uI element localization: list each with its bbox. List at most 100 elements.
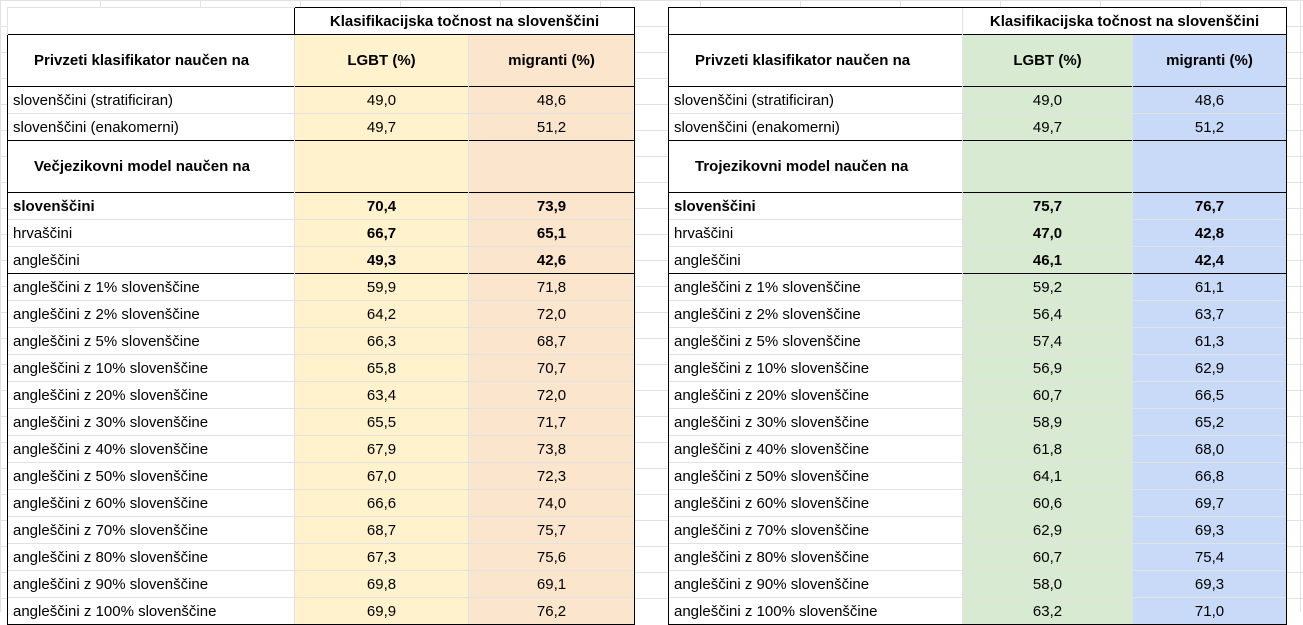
- row-label[interactable]: slovenščini: [7, 192, 295, 220]
- row-label[interactable]: angleščini z 2% slovenščine: [7, 300, 295, 328]
- cell-migranti[interactable]: 66,5: [1132, 381, 1287, 409]
- row-label[interactable]: angleščini z 1% slovenščine: [7, 273, 295, 301]
- cell-lgbt[interactable]: 67,0: [294, 462, 469, 490]
- header-lgbt[interactable]: LGBT (%): [294, 34, 469, 87]
- cell-migranti[interactable]: 76,7: [1132, 192, 1287, 220]
- table-title[interactable]: Klasifikacijska točnost na slovenščini: [294, 7, 635, 35]
- row-label[interactable]: angleščini z 20% slovenščine: [668, 381, 963, 409]
- cell-migranti[interactable]: 42,4: [1132, 246, 1287, 274]
- cell-lgbt[interactable]: 64,2: [294, 300, 469, 328]
- cell-lgbt[interactable]: 63,4: [294, 381, 469, 409]
- cell-lgbt[interactable]: 66,7: [294, 219, 469, 247]
- cell-lgbt[interactable]: 68,7: [294, 516, 469, 544]
- cell-migranti[interactable]: 51,2: [468, 113, 635, 141]
- row-label[interactable]: slovenščini (enakomerni): [7, 113, 295, 141]
- cell-lgbt[interactable]: 69,8: [294, 570, 469, 598]
- cell-migranti[interactable]: 48,6: [468, 86, 635, 114]
- cell-lgbt[interactable]: 60,7: [962, 381, 1133, 409]
- cell-lgbt[interactable]: 66,6: [294, 489, 469, 517]
- cell-lgbt[interactable]: 56,9: [962, 354, 1133, 382]
- cell-migranti[interactable]: 71,0: [1132, 597, 1287, 625]
- cell-lgbt[interactable]: 70,4: [294, 192, 469, 220]
- corner-cell[interactable]: [668, 7, 963, 35]
- row-label[interactable]: angleščini z 5% slovenščine: [668, 327, 963, 355]
- cell-lgbt[interactable]: 66,3: [294, 327, 469, 355]
- cell-lgbt[interactable]: 49,0: [962, 86, 1133, 114]
- header-model-label[interactable]: Trojezikovni model naučen na: [668, 140, 963, 193]
- cell-lgbt[interactable]: 61,8: [962, 435, 1133, 463]
- cell-migranti[interactable]: 73,8: [468, 435, 635, 463]
- cell-migranti[interactable]: 51,2: [1132, 113, 1287, 141]
- row-label[interactable]: angleščini z 50% slovenščine: [668, 462, 963, 490]
- cell-lgbt[interactable]: 60,6: [962, 489, 1133, 517]
- corner-cell[interactable]: [7, 7, 295, 35]
- cell-migranti[interactable]: 72,0: [468, 381, 635, 409]
- cell-migranti[interactable]: 74,0: [468, 489, 635, 517]
- row-label[interactable]: angleščini z 90% slovenščine: [7, 570, 295, 598]
- table-title[interactable]: Klasifikacijska točnost na slovenščini: [962, 7, 1287, 35]
- section-cell-lgbt[interactable]: [294, 140, 469, 193]
- section-cell-migranti[interactable]: [468, 140, 635, 193]
- cell-migranti[interactable]: 42,8: [1132, 219, 1287, 247]
- cell-migranti[interactable]: 69,3: [1132, 516, 1287, 544]
- cell-lgbt[interactable]: 49,0: [294, 86, 469, 114]
- row-label[interactable]: angleščini z 10% slovenščine: [7, 354, 295, 382]
- cell-migranti[interactable]: 69,7: [1132, 489, 1287, 517]
- row-label[interactable]: angleščini z 70% slovenščine: [668, 516, 963, 544]
- header-model-label[interactable]: Večjezikovni model naučen na: [7, 140, 295, 193]
- cell-migranti[interactable]: 75,6: [468, 543, 635, 571]
- row-label[interactable]: angleščini z 60% slovenščine: [7, 489, 295, 517]
- cell-lgbt[interactable]: 60,7: [962, 543, 1133, 571]
- cell-migranti[interactable]: 71,7: [468, 408, 635, 436]
- section-cell-migranti[interactable]: [1132, 140, 1287, 193]
- cell-migranti[interactable]: 72,0: [468, 300, 635, 328]
- cell-lgbt[interactable]: 59,9: [294, 273, 469, 301]
- cell-lgbt[interactable]: 65,8: [294, 354, 469, 382]
- cell-lgbt[interactable]: 59,2: [962, 273, 1133, 301]
- row-label[interactable]: angleščini z 5% slovenščine: [7, 327, 295, 355]
- cell-lgbt[interactable]: 47,0: [962, 219, 1133, 247]
- row-label[interactable]: slovenščini: [668, 192, 963, 220]
- cell-lgbt[interactable]: 49,3: [294, 246, 469, 274]
- row-label[interactable]: slovenščini (stratificiran): [7, 86, 295, 114]
- cell-lgbt[interactable]: 67,3: [294, 543, 469, 571]
- header-migranti[interactable]: migranti (%): [468, 34, 635, 87]
- row-label[interactable]: angleščini z 20% slovenščine: [7, 381, 295, 409]
- cell-lgbt[interactable]: 49,7: [962, 113, 1133, 141]
- cell-migranti[interactable]: 73,9: [468, 192, 635, 220]
- row-label[interactable]: angleščini z 70% slovenščine: [7, 516, 295, 544]
- row-label[interactable]: hrvaščini: [7, 219, 295, 247]
- row-label[interactable]: angleščini: [7, 246, 295, 274]
- row-label[interactable]: slovenščini (stratificiran): [668, 86, 963, 114]
- cell-lgbt[interactable]: 67,9: [294, 435, 469, 463]
- row-label[interactable]: angleščini z 50% slovenščine: [7, 462, 295, 490]
- row-label[interactable]: angleščini z 40% slovenščine: [7, 435, 295, 463]
- cell-migranti[interactable]: 71,8: [468, 273, 635, 301]
- cell-migranti[interactable]: 76,2: [468, 597, 635, 625]
- cell-lgbt[interactable]: 64,1: [962, 462, 1133, 490]
- cell-migranti[interactable]: 68,0: [1132, 435, 1287, 463]
- cell-lgbt[interactable]: 46,1: [962, 246, 1133, 274]
- cell-migranti[interactable]: 69,1: [468, 570, 635, 598]
- row-label[interactable]: angleščini z 100% slovenščine: [668, 597, 963, 625]
- row-label[interactable]: angleščini z 80% slovenščine: [7, 543, 295, 571]
- cell-lgbt[interactable]: 75,7: [962, 192, 1133, 220]
- cell-migranti[interactable]: 72,3: [468, 462, 635, 490]
- row-label[interactable]: angleščini z 90% slovenščine: [668, 570, 963, 598]
- cell-lgbt[interactable]: 69,9: [294, 597, 469, 625]
- header-lgbt[interactable]: LGBT (%): [962, 34, 1133, 87]
- cell-lgbt[interactable]: 56,4: [962, 300, 1133, 328]
- cell-migranti[interactable]: 48,6: [1132, 86, 1287, 114]
- row-label[interactable]: angleščini: [668, 246, 963, 274]
- row-label[interactable]: angleščini z 40% slovenščine: [668, 435, 963, 463]
- cell-migranti[interactable]: 63,7: [1132, 300, 1287, 328]
- header-migranti[interactable]: migranti (%): [1132, 34, 1287, 87]
- row-label[interactable]: angleščini z 10% slovenščine: [668, 354, 963, 382]
- cell-lgbt[interactable]: 49,7: [294, 113, 469, 141]
- cell-migranti[interactable]: 75,7: [468, 516, 635, 544]
- section-cell-lgbt[interactable]: [962, 140, 1133, 193]
- cell-lgbt[interactable]: 62,9: [962, 516, 1133, 544]
- cell-migranti[interactable]: 66,8: [1132, 462, 1287, 490]
- cell-migranti[interactable]: 61,3: [1132, 327, 1287, 355]
- cell-migranti[interactable]: 70,7: [468, 354, 635, 382]
